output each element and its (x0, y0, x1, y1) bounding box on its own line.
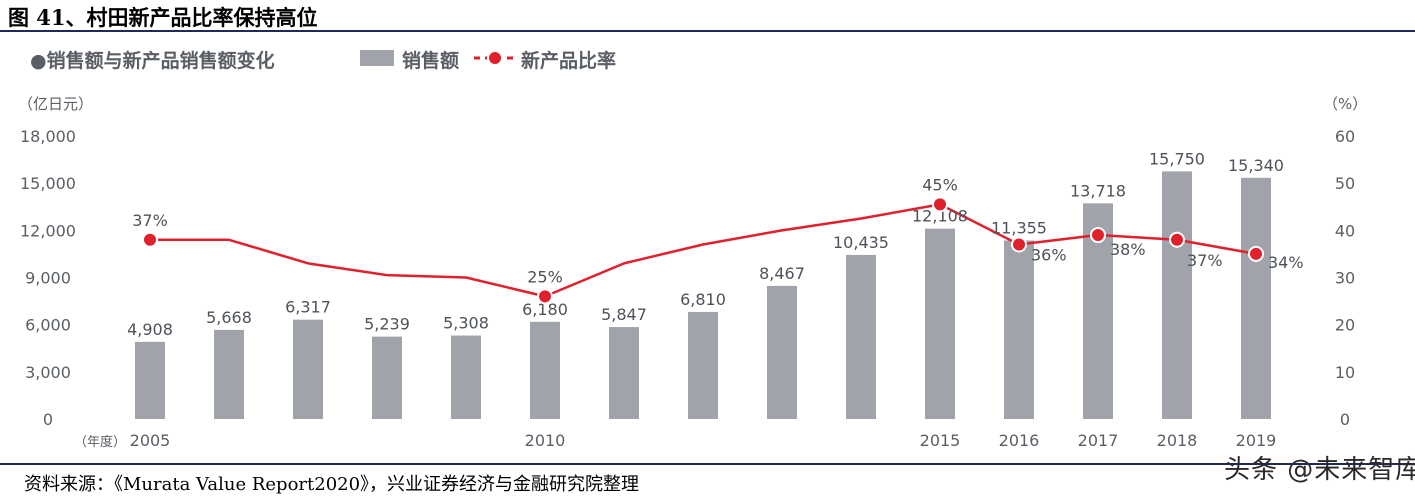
y-right-tick-label: 30 (1335, 269, 1355, 288)
legend-line-label: 新产品比率 (521, 50, 617, 72)
ratio-marker (932, 196, 948, 213)
ratio-value-label: 36% (1031, 245, 1067, 264)
bar (293, 319, 323, 419)
bar-value-label: 11,355 (991, 218, 1047, 237)
y-left-tick-label: 12,000 (20, 221, 76, 240)
bar (925, 228, 955, 419)
x-tick-label: 2005 (130, 431, 171, 450)
ratio-marker (537, 288, 553, 305)
ratio-value-label: 37% (132, 211, 168, 230)
bar-value-label: 4,908 (127, 320, 173, 339)
bar-value-label: 5,847 (601, 305, 647, 324)
bar-value-label: 15,340 (1228, 156, 1284, 175)
y-right-tick-label: 10 (1335, 363, 1355, 382)
bar (609, 327, 639, 419)
y-right-tick-label: 20 (1335, 316, 1355, 335)
source-note: 资料来源：《Murata Value Report2020》，兴业证券经济与金融… (24, 474, 640, 495)
bottom-rule (0, 463, 1415, 465)
ratio-value-label: 45% (922, 175, 958, 194)
ratio-value-label: 34% (1268, 253, 1304, 272)
bar (214, 329, 244, 419)
bar-value-label: 6,810 (680, 290, 726, 309)
bar (1162, 171, 1192, 419)
y-left-tick-label: 15,000 (20, 174, 76, 193)
chart-plot: 0 3,000 6,000 9,000 12,000 15,000 18,000 0 10 20 3… (20, 127, 1355, 450)
ratio-marker (1011, 236, 1027, 253)
legend-line-swatch (474, 50, 516, 66)
bar (767, 285, 797, 419)
x-tick-label: 2015 (920, 431, 961, 450)
ratio-value-label: 38% (1110, 240, 1146, 259)
y-left-tick-label: 0 (43, 410, 53, 429)
x-tick-label: 2018 (1157, 431, 1198, 450)
ratio-marker (142, 231, 158, 248)
bar-value-label: 6,317 (285, 298, 331, 317)
y-left-tick-label: 9,000 (25, 269, 71, 288)
legend-bar-swatch (360, 50, 394, 66)
bar (451, 335, 481, 419)
x-tick-label: 2010 (525, 431, 566, 450)
bar (846, 254, 876, 419)
bar-value-label: 8,467 (759, 264, 805, 283)
ratio-marker (1090, 227, 1106, 244)
bar-value-label: 5,308 (443, 314, 489, 333)
y-right-tick-label: 0 (1340, 410, 1350, 429)
watermark: 头条 @未来智库 (1224, 455, 1415, 485)
bar (530, 321, 560, 419)
bar (372, 336, 402, 419)
bar (1004, 240, 1034, 419)
x-axis-prefix: （年度） (74, 434, 126, 450)
x-tick-label: 2016 (999, 431, 1040, 450)
bar-value-label: 10,435 (833, 233, 889, 252)
bar (135, 341, 165, 419)
ratio-marker (1169, 231, 1185, 248)
right-axis-unit: （%） (1323, 95, 1368, 113)
ratio-line (150, 203, 1257, 298)
ratio-marker (1248, 245, 1264, 262)
legend-bar-label: 销售额 (402, 50, 460, 72)
y-right-tick-label: 60 (1335, 127, 1355, 146)
bar-value-label: 15,750 (1149, 149, 1205, 168)
y-right-tick-label: 50 (1335, 174, 1355, 193)
bar-value-label: 6,180 (522, 300, 568, 319)
bar-value-label: 13,718 (1070, 181, 1126, 200)
ratio-value-label: 25% (527, 267, 563, 286)
y-left-tick-label: 6,000 (25, 316, 71, 335)
x-tick-label: 2017 (1078, 431, 1119, 450)
y-right-tick-label: 40 (1335, 221, 1355, 240)
x-tick-label: 2019 (1236, 431, 1277, 450)
left-axis-unit: （亿日元） (18, 95, 94, 113)
title-rule (0, 30, 1415, 32)
bar-value-label: 12,108 (912, 207, 968, 226)
bar (1241, 177, 1271, 419)
bar-value-label: 5,239 (364, 315, 410, 334)
chart-title: ●销售额与新产品销售额变化 (30, 50, 275, 72)
bar (688, 311, 718, 419)
y-left-tick-label: 3,000 (25, 363, 71, 382)
y-left-tick-label: 18,000 (20, 127, 76, 146)
ratio-value-label: 37% (1187, 251, 1223, 270)
bar-value-label: 5,668 (206, 308, 252, 327)
figure-title: 图 41、村田新产品比率保持高位 (8, 5, 318, 30)
